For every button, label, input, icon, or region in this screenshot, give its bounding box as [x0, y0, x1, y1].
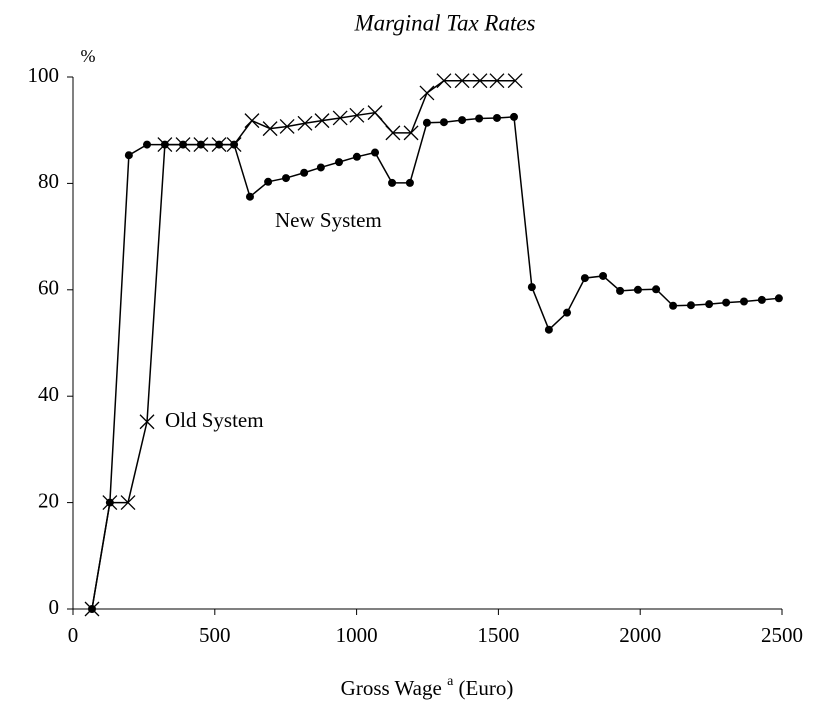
- x-label: Gross Wage: [341, 676, 442, 700]
- point: [297, 115, 313, 131]
- point: [193, 137, 209, 153]
- point: [226, 137, 242, 153]
- point: [281, 174, 290, 183]
- series-label: New System: [275, 208, 382, 232]
- point: [385, 125, 401, 141]
- x-tick-label: 2000: [619, 623, 661, 647]
- point: [527, 283, 536, 292]
- x-label-sup: a: [447, 674, 454, 689]
- point: [102, 495, 118, 511]
- point: [509, 112, 518, 121]
- point: [652, 285, 661, 294]
- x-tick-label: 0: [68, 623, 79, 647]
- point: [633, 285, 642, 294]
- point: [458, 116, 467, 125]
- point: [544, 325, 553, 334]
- point: [316, 163, 325, 172]
- point: [84, 601, 100, 617]
- series-line: [91, 79, 516, 610]
- point: [157, 137, 173, 153]
- point: [175, 137, 191, 153]
- point: [371, 148, 380, 157]
- point: [774, 294, 783, 303]
- point: [616, 286, 625, 295]
- point: [352, 152, 361, 161]
- point: [492, 113, 501, 122]
- y-tick-label: 60: [38, 276, 59, 300]
- point: [419, 85, 435, 101]
- point: [245, 192, 254, 201]
- x-tick-label: 1500: [477, 623, 519, 647]
- point: [472, 73, 488, 89]
- point: [300, 168, 309, 177]
- x-tick-label: 1000: [336, 623, 378, 647]
- point: [722, 298, 731, 307]
- point: [367, 105, 383, 121]
- point: [669, 301, 678, 310]
- y-tick-label: 80: [38, 169, 59, 193]
- point: [120, 495, 136, 511]
- point: [279, 119, 295, 134]
- point: [388, 178, 397, 187]
- point: [124, 151, 133, 160]
- y-tick-label: 100: [28, 63, 60, 87]
- point: [475, 114, 484, 123]
- x-axis-label: Gross Wage a (Euro): [341, 668, 514, 700]
- x-tick-label: 2500: [761, 623, 803, 647]
- y-unit: %: [81, 46, 96, 66]
- point: [349, 107, 365, 123]
- point: [563, 308, 572, 317]
- point: [405, 178, 414, 187]
- point: [454, 73, 470, 89]
- point: [211, 137, 227, 153]
- chart-title: Marginal Tax Rates: [353, 10, 535, 35]
- point: [489, 73, 505, 89]
- x-label-unit: (Euro): [459, 676, 514, 700]
- y-tick-label: 40: [38, 382, 59, 406]
- x-tick-label: 500: [199, 623, 231, 647]
- point: [143, 140, 152, 149]
- point: [139, 414, 155, 430]
- point: [403, 125, 419, 141]
- point: [264, 177, 273, 186]
- point: [332, 110, 348, 126]
- y-tick-label: 0: [49, 595, 60, 619]
- point: [739, 297, 748, 306]
- point: [705, 300, 714, 309]
- point: [686, 301, 695, 310]
- point: [335, 158, 344, 167]
- point: [757, 295, 766, 304]
- point: [436, 73, 452, 89]
- point: [422, 118, 431, 127]
- point: [314, 113, 330, 129]
- y-tick-label: 20: [38, 488, 59, 512]
- series-line: [91, 116, 779, 610]
- point: [244, 113, 260, 129]
- point: [599, 271, 608, 280]
- point: [580, 274, 589, 283]
- point: [262, 121, 278, 137]
- point: [507, 73, 523, 89]
- point: [439, 118, 448, 127]
- series-label: Old System: [165, 408, 264, 432]
